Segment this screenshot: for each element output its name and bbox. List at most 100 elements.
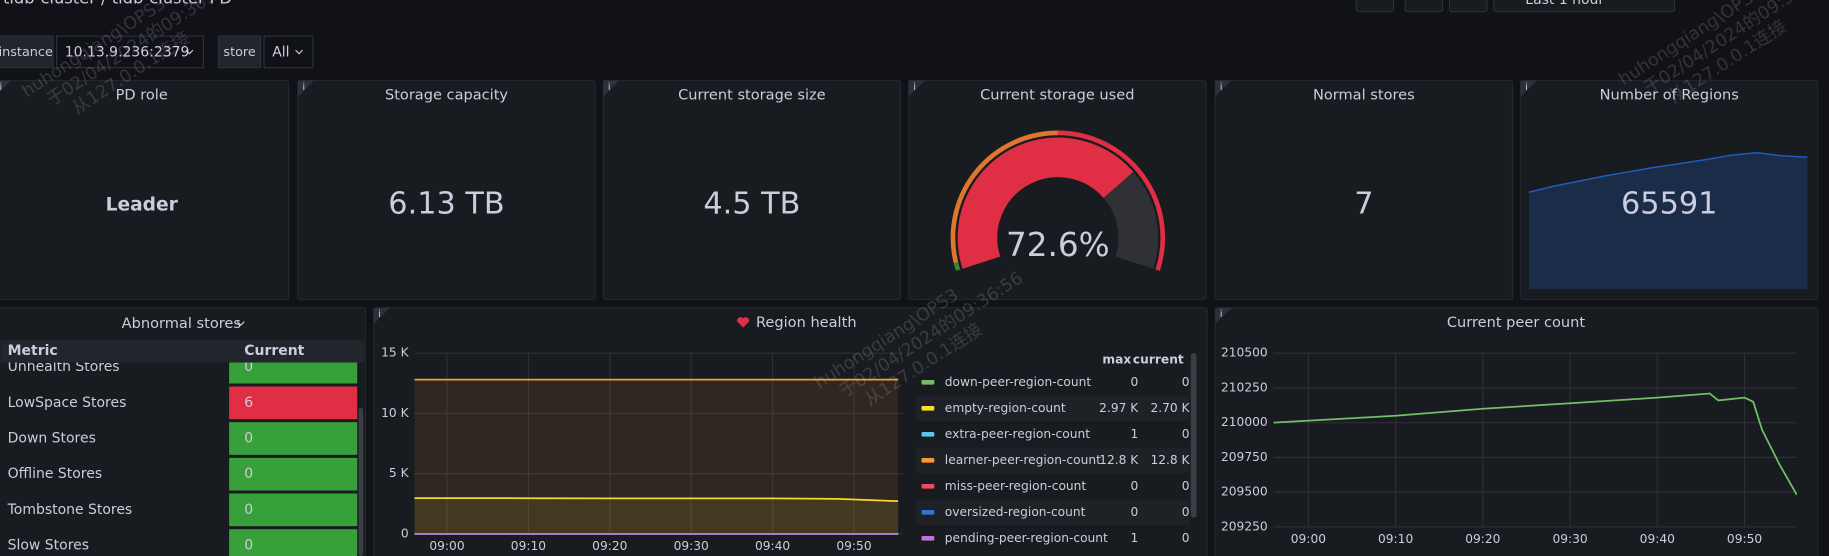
info-icon: i — [1220, 309, 1223, 320]
row-value: 0 — [244, 466, 253, 482]
series-line — [1273, 392, 1797, 496]
y-tick-label: 209500 — [1221, 485, 1268, 499]
x-tick-label: 09:50 — [1727, 532, 1762, 546]
x-tick-label: 09:40 — [755, 539, 790, 553]
time-range: Last 1 hour — [1525, 0, 1604, 8]
variable-dropdown[interactable] — [56, 35, 205, 69]
panel-title: Normal stores — [1313, 87, 1415, 104]
y-tick-label: 209250 — [1221, 519, 1268, 533]
variable-value: 10.13.9.236:2379 — [65, 44, 190, 60]
legend-current: 0 — [1182, 375, 1190, 389]
status-cell — [229, 386, 358, 420]
legend-swatch — [921, 535, 935, 541]
series-area — [414, 498, 899, 534]
legend-current: 0 — [1182, 531, 1190, 545]
dropdown-caret — [295, 49, 303, 55]
stat-value: Leader — [106, 195, 179, 216]
legend-swatch — [921, 431, 935, 437]
variable-label: instance — [0, 45, 53, 60]
variable-label-box — [218, 35, 262, 69]
status-cell — [229, 362, 358, 384]
legend-max: 0 — [1131, 375, 1139, 389]
column-header: Current — [244, 343, 304, 359]
scrollbar — [1190, 353, 1197, 518]
info-icon: i — [303, 82, 306, 93]
legend-max: 12.8 K — [1099, 453, 1139, 467]
row-value: 0 — [244, 538, 253, 554]
row-metric: Slow Stores — [8, 538, 89, 554]
legend-name: extra-peer-region-count — [945, 427, 1090, 441]
dropdown-caret — [185, 49, 194, 55]
legend-max: 2.97 K — [1099, 401, 1139, 415]
panel-title: Number of Regions — [1600, 87, 1739, 104]
legend-name: pending-peer-region-count — [945, 531, 1108, 545]
row-metric: Unhealth Stores — [8, 359, 120, 375]
gauge-threshold — [1057, 130, 1166, 271]
legend-swatch — [921, 483, 935, 489]
x-tick-label: 09:00 — [1291, 532, 1326, 546]
x-tick-label: 09:10 — [511, 539, 546, 553]
status-cell — [229, 529, 358, 556]
row-value: 0 — [244, 359, 253, 375]
legend-name: down-peer-region-count — [945, 375, 1092, 389]
legend-row-bg — [915, 447, 1190, 474]
time-picker[interactable] — [1493, 0, 1676, 13]
table-header — [0, 340, 365, 363]
legend-name: learner-peer-region-count — [945, 453, 1101, 467]
toolbar-button[interactable] — [1404, 0, 1444, 13]
legend-current: 0 — [1182, 427, 1190, 441]
series-area — [414, 379, 899, 534]
gauge-value: 72.6% — [1006, 226, 1110, 264]
y-tick-label: 10 K — [381, 406, 409, 420]
legend-swatch — [921, 457, 935, 463]
sparkline — [1528, 151, 1808, 194]
info-icon: i — [1525, 82, 1528, 93]
title-caret — [236, 321, 245, 327]
legend-current: 0 — [1182, 505, 1190, 519]
y-tick-label: 15 K — [381, 346, 409, 360]
toolbar-button[interactable] — [1448, 0, 1488, 13]
y-tick-label: 0 — [401, 526, 409, 540]
x-tick-label: 09:10 — [1378, 532, 1413, 546]
panel-title: Current storage size — [678, 87, 826, 104]
row-metric: Tombstone Stores — [7, 502, 133, 518]
x-tick-label: 09:20 — [1465, 532, 1500, 546]
x-tick-label: 09:50 — [836, 539, 871, 553]
legend-current: 12.8 K — [1150, 453, 1190, 467]
plot — [1273, 392, 1797, 496]
y-tick-label: 210500 — [1221, 346, 1268, 360]
x-tick-label: 09:30 — [674, 539, 709, 553]
x-tick-label: 09:30 — [1552, 532, 1587, 546]
gauge-threshold — [950, 130, 1058, 264]
panel — [1214, 79, 1514, 301]
legend-name: miss-peer-region-count — [945, 479, 1087, 493]
stat-value: 65591 — [1621, 187, 1717, 222]
variable-dropdown[interactable] — [263, 35, 314, 69]
variable-label: store — [223, 45, 256, 60]
panel-title: PD role — [116, 87, 168, 104]
series-line — [414, 497, 899, 503]
info-icon: i — [1220, 82, 1223, 93]
info-corner — [0, 80, 12, 92]
stat-value: 7 — [1354, 187, 1373, 222]
row-metric: Down Stores — [8, 431, 96, 447]
gauge-value-arc — [957, 137, 1134, 269]
info-corner — [908, 80, 925, 97]
status-cell — [229, 493, 358, 527]
panel-title: Current peer count — [1447, 314, 1585, 331]
legend-name: oversized-region-count — [945, 505, 1086, 519]
legend-swatch — [921, 405, 935, 411]
breadcrumb: tidb-cluster / tidb-cluster-PD — [3, 0, 232, 7]
y-tick-label: 210250 — [1221, 380, 1268, 394]
x-tick-label: 09:00 — [429, 539, 464, 553]
legend-header: max — [1102, 353, 1131, 367]
gauge-threshold — [953, 262, 961, 271]
toolbar-button[interactable] — [1355, 0, 1395, 13]
panel-title: Abnormal stores — [122, 315, 241, 332]
table-body: Unhealth Stores 0 LowSpace Stores 6 Down Sto… — [7, 359, 358, 556]
panel-title: Storage capacity — [385, 87, 508, 104]
legend-current: 2.70 K — [1150, 401, 1190, 415]
variable-label-box — [0, 35, 54, 69]
legend-swatch — [921, 509, 935, 515]
